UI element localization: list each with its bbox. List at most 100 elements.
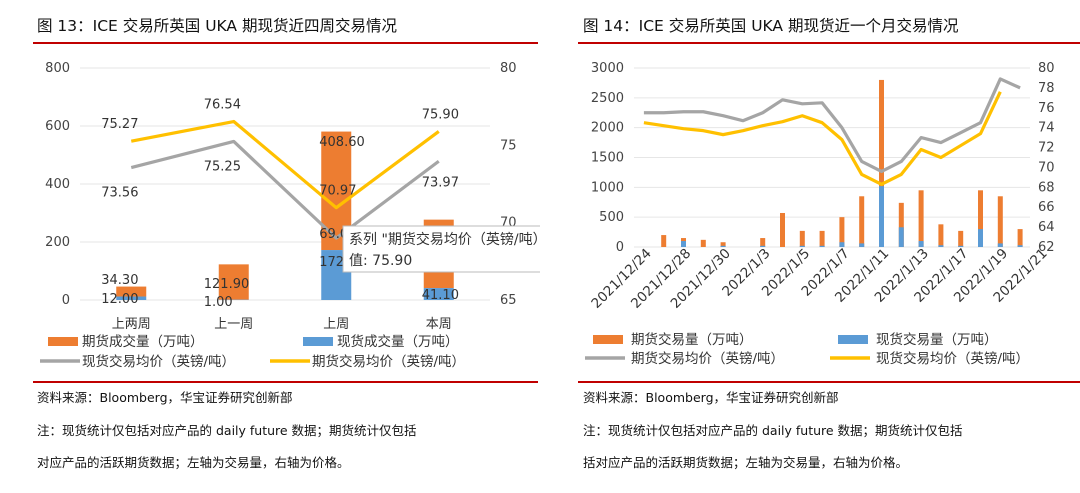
legend-swatch	[303, 337, 333, 346]
futures-volume-bar	[859, 196, 865, 247]
left-axis-tick: 200	[45, 235, 70, 250]
legend-label: 期货交易量（万吨）	[631, 331, 753, 348]
futures-volume-bar	[978, 190, 983, 247]
left-title-rule	[33, 42, 538, 44]
legend-swatch	[838, 335, 868, 344]
spot-volume-label: 41.10	[422, 288, 459, 303]
futures-volume-label: 408.60	[319, 135, 365, 150]
right-axis-tick: 65	[500, 293, 517, 308]
left-bottom-rule	[33, 381, 538, 383]
left-chart-title: 图 13：ICE 交易所英国 UKA 期现货近四周交易情况	[37, 17, 397, 35]
futures-volume-bar	[938, 224, 944, 247]
left-axis-tick: 2000	[591, 121, 624, 136]
right-note-line1: 注：现货统计仅包括对应产品的 daily future 数据；期货统计仅包括	[583, 423, 963, 438]
futures-volume-bar	[918, 190, 924, 247]
left-axis-tick: 800	[45, 61, 70, 76]
right-combo-chart: 0 500 1000 1500 2000 2500 3000 62 64 66 68 70 72 74 76…	[585, 61, 1055, 367]
spot-volume-bar	[720, 245, 726, 247]
spot-price-line	[130, 139, 440, 240]
spot-volume-bar	[958, 245, 964, 247]
legend-label: 期货交易均价（英镑/吨）	[312, 353, 465, 370]
left-axis-tick: 400	[45, 177, 70, 192]
category-label: 本周	[426, 317, 452, 332]
futures-price-line	[130, 119, 440, 210]
spot-volume-bar	[116, 296, 147, 300]
spot-price-label: 75.25	[204, 159, 241, 174]
right-axis-tick: 78	[1038, 81, 1055, 96]
right-title-rule	[578, 42, 1080, 44]
spot-volume-label: 1.00	[204, 295, 233, 310]
right-axis-tick: 80	[500, 61, 517, 76]
spot-volume-bar	[997, 243, 1003, 247]
spot-volume-label: 12.00	[101, 292, 138, 307]
futures-price-label: 76.54	[204, 98, 241, 113]
spot-volume-bar	[898, 227, 904, 247]
spot-volume-bar	[879, 186, 884, 247]
spot-price-label: 73.56	[101, 186, 138, 201]
spot-volume-bar	[681, 241, 686, 247]
left-axis-tick: 600	[45, 119, 70, 134]
right-axis-tick: 62	[1038, 240, 1055, 255]
left-axis-tick: 1500	[591, 151, 624, 166]
futures-volume-bar	[700, 239, 706, 247]
futures-volume-bar	[780, 212, 785, 247]
left-axis-tick: 2500	[591, 91, 624, 106]
futures-price-label: 75.90	[422, 107, 459, 122]
spot-volume-bar	[423, 288, 454, 300]
futures-volume-bar	[898, 202, 904, 247]
right-axis-tick: 68	[1038, 180, 1055, 195]
right-bottom-rule	[578, 381, 1080, 383]
legend-swatch	[48, 337, 78, 346]
spot-volume-bar	[978, 229, 983, 247]
left-axis-tick: 0	[62, 293, 70, 308]
right-source-text: 资料来源：Bloomberg，华宝证券研究创新部	[583, 390, 839, 405]
legend-label: 现货交易均价（英镑/吨）	[82, 353, 235, 370]
futures-price-label: 75.27	[101, 117, 138, 132]
futures-volume-bar	[661, 235, 667, 247]
right-chart-title: 图 14：ICE 交易所英国 UKA 期现货近一个月交易情况	[583, 17, 959, 35]
tooltip-series-text: 系列 "期货交易均价（英镑/吨）" 点 "本周"	[349, 231, 540, 248]
futures-volume-bar	[819, 230, 825, 247]
right-axis-tick: 74	[1038, 121, 1055, 136]
left-axis-tick: 500	[599, 210, 624, 225]
legend-label: 现货成交量（万吨）	[337, 333, 459, 350]
tooltip-box	[342, 225, 540, 273]
spot-volume-bar	[839, 242, 845, 247]
spot-avg-price-line	[643, 91, 1002, 186]
right-axis-tick: 70	[1038, 160, 1055, 175]
futures-avg-price-line	[643, 77, 1021, 174]
futures-volume-bar	[116, 286, 147, 297]
futures-volume-bar	[997, 196, 1003, 247]
right-axis-tick: 76	[1038, 101, 1055, 116]
legend-swatch	[593, 335, 623, 344]
futures-volume-bar	[839, 217, 845, 247]
futures-volume-bar	[760, 238, 766, 247]
futures-volume-label: 34.30	[101, 273, 138, 288]
spot-price-label: 69.0	[319, 227, 348, 242]
spot-price-label: 73.97	[422, 175, 459, 190]
right-note-line2: 括对应产品的活跃期货数据；左轴为交易量，右轴为价格。	[583, 455, 909, 470]
futures-volume-bar	[958, 230, 964, 247]
spot-volume-bar	[760, 245, 766, 247]
right-axis-tick: 72	[1038, 141, 1055, 156]
left-note-line2: 对应产品的活跃期货数据；左轴为交易量，右轴为价格。	[37, 455, 350, 470]
right-axis-tick: 80	[1038, 61, 1055, 76]
left-note-line1: 注：现货统计仅包括对应产品的 daily future 数据；期货统计仅包括	[37, 423, 417, 438]
legend-label: 期货交易均价（英镑/吨）	[631, 350, 784, 367]
spot-volume-bar	[799, 245, 805, 247]
spot-volume-bar	[1017, 245, 1023, 247]
tooltip-value-text: 值: 75.90	[349, 253, 412, 269]
spot-volume-bar	[819, 245, 825, 247]
legend-label: 现货交易均价（英镑/吨）	[876, 350, 1029, 367]
left-axis-tick: 1000	[591, 180, 624, 195]
category-label: 上一周	[214, 317, 253, 332]
legend-label: 现货交易量（万吨）	[876, 331, 998, 348]
futures-volume-label: 121.90	[204, 277, 250, 292]
spot-volume-bar	[918, 241, 924, 247]
futures-volume-bar	[218, 264, 249, 300]
futures-volume-bar	[879, 79, 884, 247]
spot-volume-bar	[938, 245, 944, 247]
futures-volume-bar	[720, 242, 726, 247]
futures-price-label: 70.97	[319, 184, 356, 199]
right-axis-tick: 66	[1038, 200, 1055, 215]
